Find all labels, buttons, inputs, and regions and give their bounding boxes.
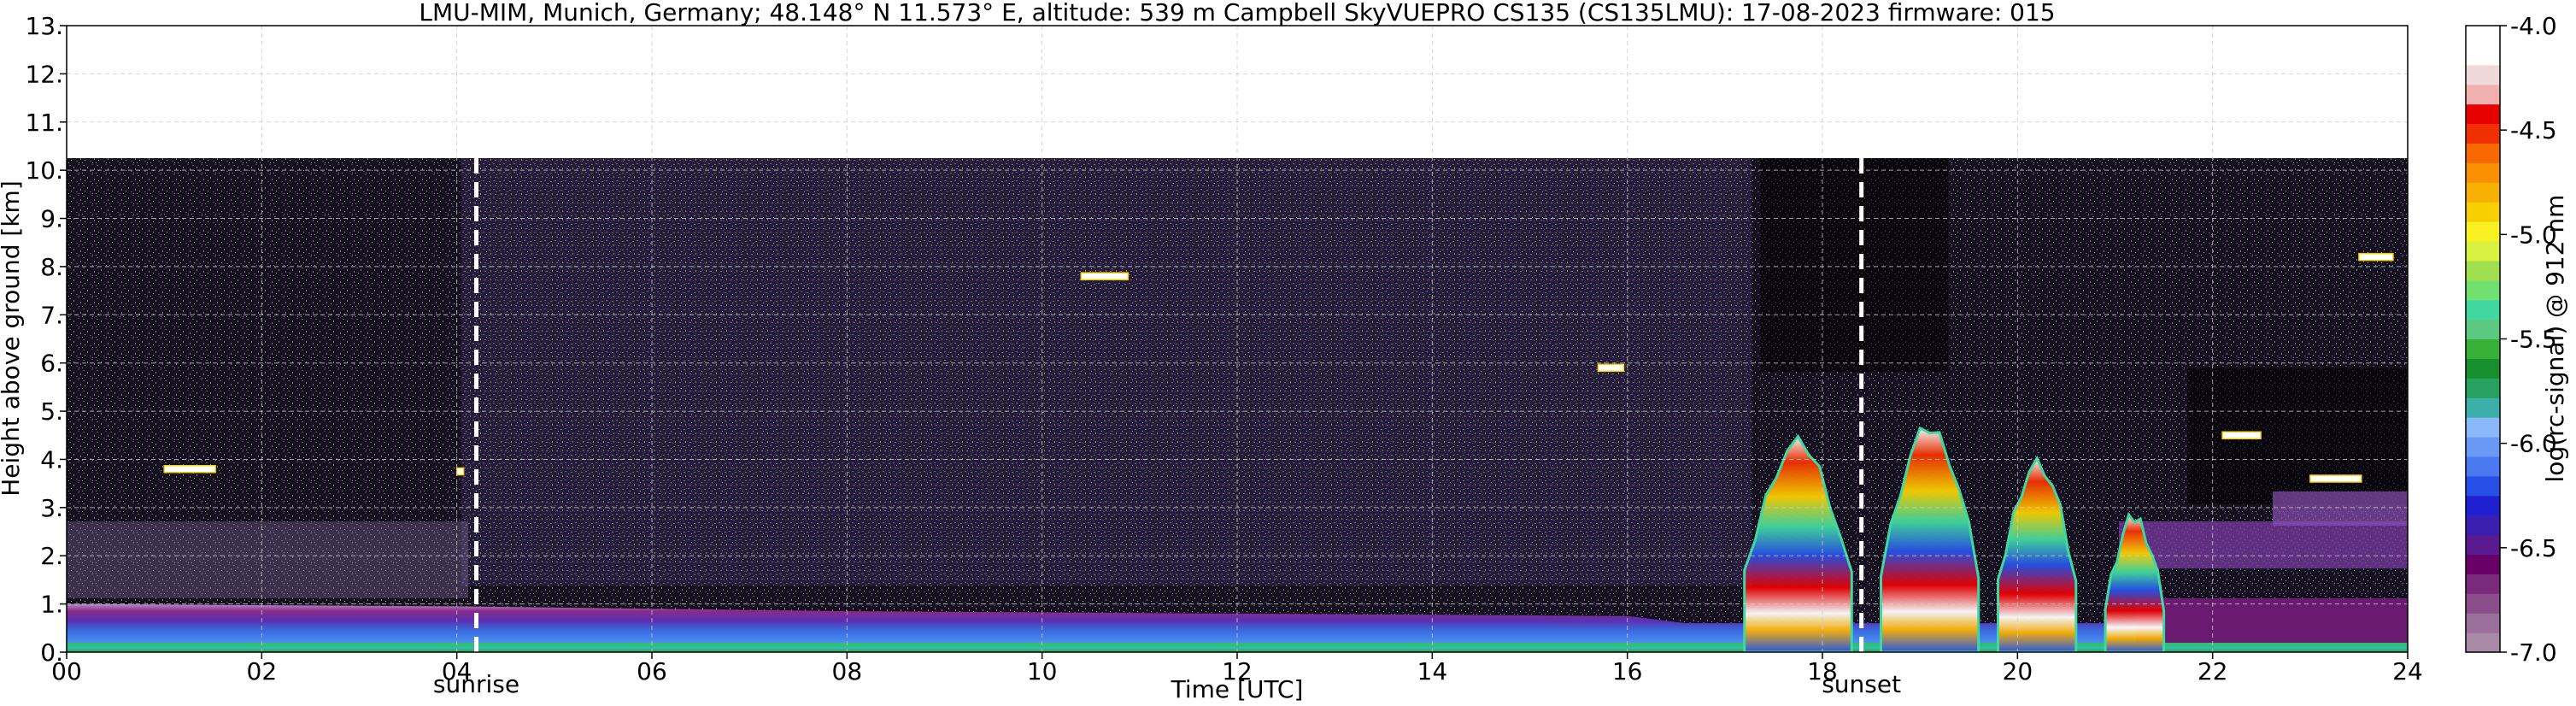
y-axis-ticks: 0. 1. 2. 3. 4. 5. 6. 7. 8. 9. 10. 11. 12. 13. xyxy=(25,12,67,667)
colorbar-swatch xyxy=(2466,456,2500,477)
evening-dark-region xyxy=(1760,158,1948,372)
colorbar-swatch xyxy=(2466,593,2500,614)
y-tick-label: 12. xyxy=(25,60,63,88)
cloud-speck xyxy=(163,464,216,474)
colorbar-swatch xyxy=(2466,515,2500,536)
colorbar-swatch xyxy=(2466,123,2500,144)
cloud-speck xyxy=(2221,431,2262,440)
x-tick-label: 02 xyxy=(247,657,278,685)
cloud-speck xyxy=(2309,474,2362,483)
colorbar-swatch xyxy=(2466,162,2500,183)
evening-dark-region-2 xyxy=(2187,368,2408,504)
colorbar-label: log(rc-signal) @ 912 nm xyxy=(2541,195,2569,483)
y-tick-label: 6. xyxy=(40,350,63,378)
cloud-speck xyxy=(1080,272,1130,280)
y-tick-label: 1. xyxy=(40,591,63,619)
x-tick-label: 24 xyxy=(2392,657,2423,685)
colorbar-swatch xyxy=(2466,613,2500,633)
colorbar-swatch xyxy=(2466,397,2500,418)
y-tick-label: 10. xyxy=(25,156,63,185)
colorbar-swatch xyxy=(2466,279,2500,301)
x-tick-label: 00 xyxy=(51,657,82,685)
event-label: sunrise xyxy=(433,670,519,698)
y-tick-label: 4. xyxy=(40,445,63,474)
x-tick-label: 22 xyxy=(2198,657,2228,685)
colorbar-swatch xyxy=(2466,260,2500,281)
colorbar-swatch xyxy=(2466,475,2500,497)
colorbar-swatch xyxy=(2466,103,2500,125)
x-axis-ticks: 00 02 04 06 08 10 12 14 16 18 20 22 24 xyxy=(51,652,2423,685)
colorbar-swatch xyxy=(2466,84,2500,105)
cloud-segment xyxy=(1881,427,1979,652)
x-tick-label: 08 xyxy=(832,657,863,685)
colorbar-swatch xyxy=(2466,182,2500,203)
colorbar-swatch xyxy=(2466,26,2500,46)
colorbar-swatch xyxy=(2466,554,2500,574)
y-axis-label: Height above ground [km] xyxy=(0,180,25,497)
noise-region-dense xyxy=(461,158,1752,585)
colorbar-ticks: -4.0 -4.5 -5.0 -5.5 -6.0 -6.5 -7.0 xyxy=(2500,12,2557,667)
y-tick-label: 7. xyxy=(40,301,63,329)
x-tick-label: 16 xyxy=(1612,657,1643,685)
colorbar-swatch xyxy=(2466,495,2500,516)
cloud-specks xyxy=(163,252,2394,483)
grid-lines xyxy=(66,26,2409,652)
x-tick-label: 04 xyxy=(442,657,472,685)
cloud-edge xyxy=(1880,426,1980,652)
colorbar-swatch xyxy=(2466,534,2500,556)
y-tick-label: 0. xyxy=(40,638,63,667)
x-tick-label: 06 xyxy=(637,657,667,685)
colorbar-swatch xyxy=(2466,632,2500,653)
cloud-speck xyxy=(2358,252,2394,262)
colorbar-swatch xyxy=(2466,241,2500,262)
event-markers: sunrise sunset xyxy=(433,158,1901,698)
colorbar-swatch xyxy=(2466,64,2500,85)
y-tick-label: 2. xyxy=(40,542,63,570)
y-tick-label: 8. xyxy=(40,253,63,281)
residual-layer-morning xyxy=(67,521,468,598)
colorbar-swatch xyxy=(2466,143,2500,163)
x-tick-label: 14 xyxy=(1417,657,1448,685)
colorbar-swatch xyxy=(2466,378,2500,398)
y-tick-label: 13. xyxy=(25,12,63,40)
event-label: sunset xyxy=(1822,670,1901,698)
colorbar-swatch xyxy=(2466,299,2500,321)
chart-title: LMU-MIM, Munich, Germany; 48.148° N 11.5… xyxy=(419,0,2055,26)
colorbar-swatch xyxy=(2466,338,2500,359)
y-tick-label: 3. xyxy=(40,494,63,522)
cloud-edge xyxy=(2104,511,2166,652)
x-axis-label: Time [UTC] xyxy=(1171,675,1304,703)
colorbar-tick-label: -4.0 xyxy=(2510,12,2557,40)
colorbar-tick-label: -4.5 xyxy=(2510,116,2557,144)
colorbar-swatch xyxy=(2466,319,2500,340)
y-tick-label: 11. xyxy=(25,109,63,137)
colorbar-swatch xyxy=(2466,44,2500,66)
y-tick-label: 5. xyxy=(40,397,63,426)
colorbar xyxy=(2466,26,2500,653)
x-tick-label: 18 xyxy=(1807,657,1838,685)
colorbar-tick-label: -6.5 xyxy=(2510,534,2557,562)
colorbar-swatch xyxy=(2466,574,2500,594)
residual-layer-evening xyxy=(2119,521,2408,568)
cloud-edge xyxy=(1743,433,1853,652)
colorbar-swatch xyxy=(2466,221,2500,242)
colorbar-swatch xyxy=(2466,202,2500,222)
x-tick-label: 12 xyxy=(1222,657,1253,685)
boundary-layer-evening xyxy=(2136,598,2408,645)
cloud-edge xyxy=(1997,455,2078,652)
cloud-speck xyxy=(1597,363,1625,373)
colorbar-swatch xyxy=(2466,417,2500,438)
colorbar-swatch xyxy=(2466,437,2500,457)
x-tick-label: 10 xyxy=(1027,657,1058,685)
y-tick-label: 9. xyxy=(40,205,63,233)
colorbar-tick-label: -7.0 xyxy=(2510,638,2557,667)
cloud-speck xyxy=(455,467,465,476)
colorbar-tick-label: -5.5 xyxy=(2510,326,2557,354)
x-tick-label: 20 xyxy=(2003,657,2033,685)
residual-layer-evening-2 xyxy=(2273,491,2408,526)
colorbar-swatch xyxy=(2466,358,2500,379)
colorbar-tick-label: -5.0 xyxy=(2510,221,2557,249)
colorbar-tick-label: -6.0 xyxy=(2510,430,2557,458)
